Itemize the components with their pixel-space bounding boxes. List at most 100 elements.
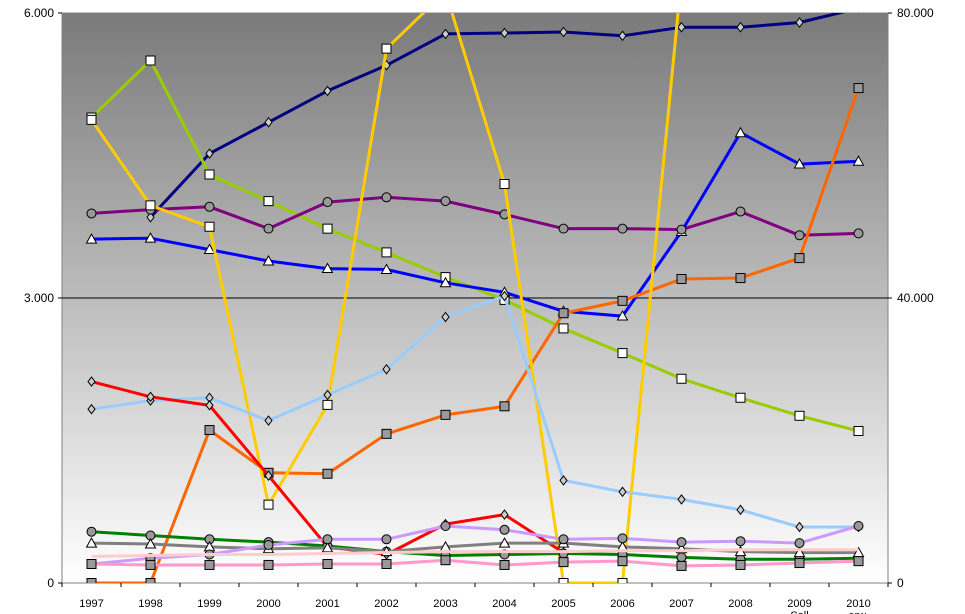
x-tick-label: 2001 [315,598,339,610]
data-point [853,521,864,531]
data-point [86,208,97,219]
data-point [734,126,747,138]
data-point [676,373,687,384]
data-point [499,401,510,412]
x-tick-label: 2009 [787,598,811,610]
series-line [91,87,860,583]
data-point [87,376,96,387]
data-point [381,43,392,54]
data-point [558,323,569,334]
data-point [558,223,569,234]
data-point [264,415,273,426]
data-point [558,557,569,568]
data-point [145,200,156,211]
data-point [559,475,568,486]
data-point [321,262,334,274]
data-point [617,295,628,306]
data-point [677,494,686,505]
data-point [676,274,687,284]
data-point [735,273,746,284]
data-point [145,55,156,66]
data-point [86,114,97,125]
data-point [381,559,392,569]
data-point [676,552,687,563]
data-point [795,521,804,533]
data-point [205,148,214,159]
x-tick-label: 2007 [669,598,693,610]
data-point [499,524,510,535]
data-point [558,534,569,545]
data-point [439,276,452,288]
data-point [736,21,745,33]
x-tick-label: 2002 [374,598,398,610]
data-point [145,559,156,570]
data-point [323,85,332,97]
series [91,548,859,558]
data-point [794,558,805,569]
data-point [145,578,156,583]
data-point [146,391,155,403]
data-point [852,155,865,166]
data-point [322,399,333,410]
data-point [440,196,451,207]
series-line [91,530,859,561]
data-point [853,228,864,239]
data-point [85,537,98,548]
data-point [322,559,333,569]
data-point [793,158,806,169]
data-point [86,578,97,583]
data-point [500,27,509,39]
data-point [499,179,510,189]
series-line [91,524,859,566]
data-point [440,409,451,420]
series [86,13,680,583]
data-point [559,26,568,38]
data-point [735,206,746,217]
data-point [204,559,215,570]
data-point [858,13,859,14]
series-line [91,131,859,318]
data-point [203,243,216,255]
series [86,83,864,583]
data-point [322,468,333,479]
data-point [498,537,511,548]
right-tick-label: 80.000 [897,6,934,20]
data-point [144,538,157,549]
data-point [676,537,687,548]
data-point [441,28,450,40]
data-point [618,30,627,42]
series-line [91,195,859,237]
data-point [853,426,864,436]
data-point [499,559,510,570]
data-point [264,470,273,481]
series-line [91,548,859,558]
data-point [86,559,97,569]
data-point [322,534,333,545]
data-point [617,578,628,583]
left-tick-label: 6.000 [24,6,54,20]
data-point [381,428,392,439]
data-point [735,559,746,570]
x-tick-label: 2006 [610,598,634,610]
data-point [322,197,333,208]
data-point [264,116,273,128]
data-point [146,211,155,223]
series [86,555,864,571]
data-point [853,556,864,567]
data-point [381,534,392,545]
data-point [441,311,450,323]
series-line [91,558,859,568]
data-point [204,201,215,212]
data-point [381,192,392,203]
x-tick-label: 1999 [197,598,221,610]
series [86,521,864,569]
x-tick-label: 2008 [728,598,752,610]
data-point [616,310,629,321]
data-point [794,538,805,549]
data-point [617,223,628,234]
data-point [793,546,806,558]
data-point [263,559,274,570]
left-tick-label: 3.000 [24,291,54,305]
data-point [736,504,745,516]
